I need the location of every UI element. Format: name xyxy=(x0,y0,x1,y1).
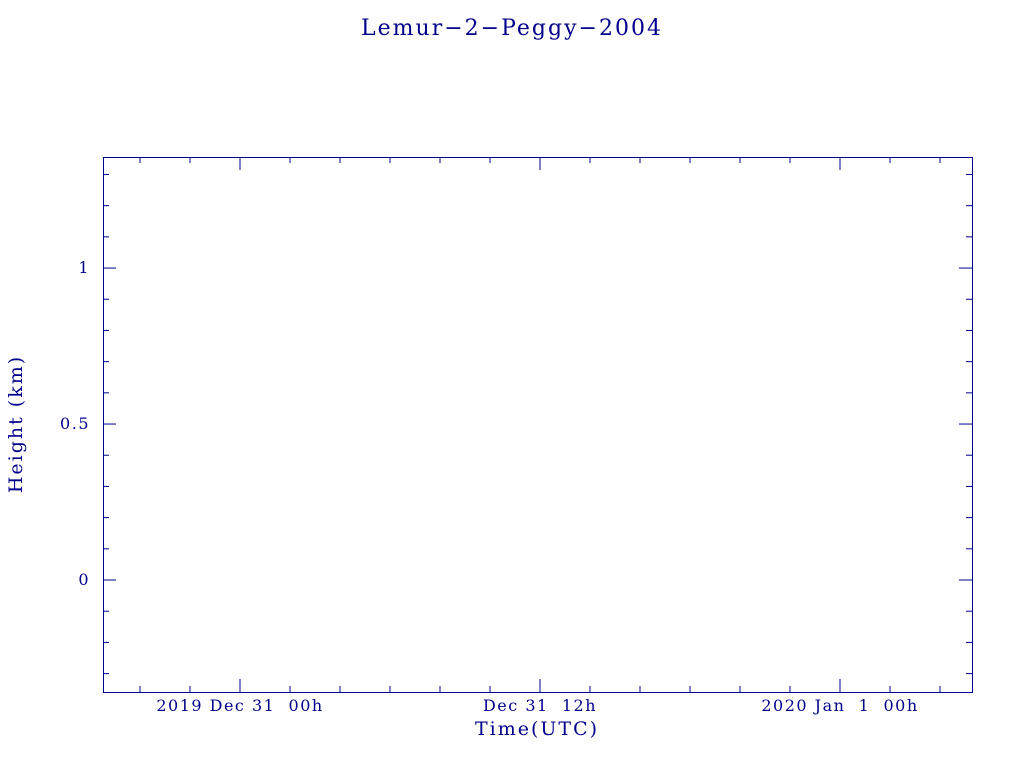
x-axis xyxy=(139,157,941,692)
x-tick-label: Dec 31 12h xyxy=(482,696,598,715)
plot-border xyxy=(103,157,973,693)
y-axis xyxy=(103,173,972,675)
x-tick-label: 2019 Dec 31 00h xyxy=(156,696,324,715)
x-axis-title: Time(UTC) xyxy=(474,718,600,740)
x-tick-label: 2020 Jan 1 00h xyxy=(761,696,919,715)
chart-title: Lemur−2−Peggy−2004 xyxy=(361,16,663,41)
y-tick-label: 0 xyxy=(78,570,90,589)
y-tick-label: 1 xyxy=(78,258,90,278)
plot-frame xyxy=(103,157,973,693)
y-tick-label: 0.5 xyxy=(60,414,90,434)
